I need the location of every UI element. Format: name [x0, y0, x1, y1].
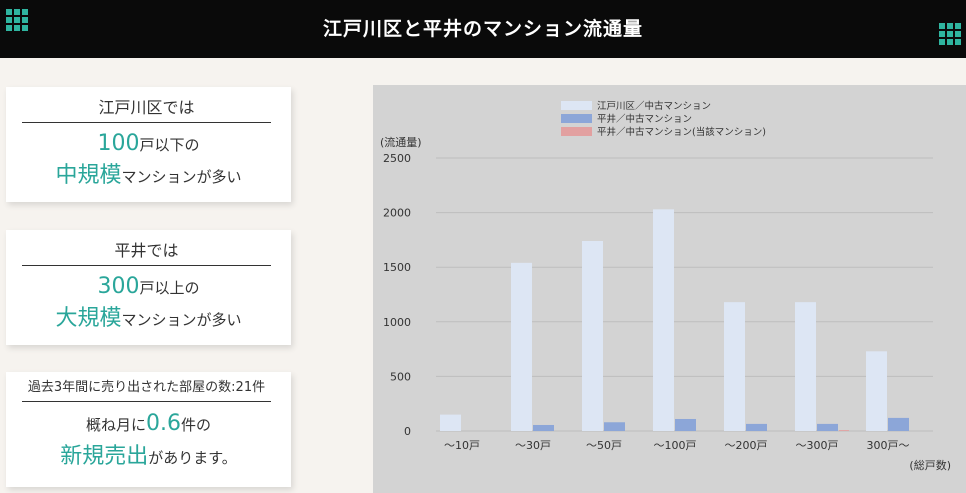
bar-edogawa — [866, 351, 887, 431]
legend-label: 江戸川区／中古マンション — [597, 100, 711, 112]
highlight-text: 中規模 — [55, 163, 122, 188]
bar-edogawa — [582, 240, 603, 431]
y-tick-label: 2000 — [383, 207, 411, 220]
summary-card-hirai: 平井では 300戸以上の 大規模マンションが多い — [6, 230, 291, 345]
legend-label: 平井／中古マンション — [597, 113, 692, 125]
grid-logo-icon — [6, 9, 28, 33]
summary-card-new-listings: 過去3年間に売り出された部屋の数:21件 概ね月に0.6件の 新規売出があります… — [6, 372, 291, 487]
bar-hirai — [604, 422, 625, 431]
chart-axes: (流通量) 0 500 1000 1500 2000 2500 ～10戸 ～30戸 ～50戸 ～10… — [380, 135, 951, 472]
y-tick-label: 500 — [390, 370, 411, 383]
bar-edogawa — [511, 262, 532, 431]
legend-label: 平井／中古マンション(当該マンション) — [597, 126, 766, 138]
bar-hirai-target — [839, 430, 849, 431]
highlight-number: 0.6 — [146, 411, 181, 436]
card-body: 概ね月に0.6件の 新規売出があります。 — [16, 408, 281, 474]
summary-card-edogawa: 江戸川区では 100戸以下の 中規模マンションが多い — [6, 87, 291, 202]
bar-hirai — [533, 424, 554, 431]
bar-edogawa — [724, 302, 745, 431]
bar-hirai — [888, 417, 909, 431]
legend-swatch — [561, 114, 592, 123]
bar-edogawa — [795, 302, 816, 431]
card-heading: 平井では — [22, 238, 271, 266]
chart-legend: 江戸川区／中古マンション平井／中古マンション平井／中古マンション(当該マンション… — [561, 100, 766, 138]
y-tick-label: 2500 — [383, 152, 411, 165]
chart-panel: 江戸川区／中古マンション 平井／中古マンション 平井／中古マンション(当該マンション… — [373, 85, 966, 493]
bar-hirai — [675, 418, 696, 431]
card-heading: 江戸川区では — [22, 95, 271, 123]
card-text: マンションが多い — [121, 311, 242, 329]
card-text: 件の — [181, 416, 212, 434]
y-tick-label: 1000 — [383, 316, 411, 329]
bar-hirai — [746, 423, 767, 431]
highlight-number: 300 — [97, 274, 140, 299]
header-bar: 江戸川区と平井のマンション流通量 — [0, 0, 966, 58]
x-tick-label: ～100戸 — [654, 439, 697, 452]
highlight-text: 大規模 — [55, 306, 122, 331]
x-tick-label: ～50戸 — [586, 439, 622, 452]
card-text: 概ね月に — [85, 416, 146, 434]
y-tick-label: 0 — [404, 425, 411, 438]
chart-grid — [436, 157, 933, 432]
card-body: 300戸以上の 大規模マンションが多い — [16, 272, 281, 336]
x-tick-label: ～10戸 — [444, 439, 480, 452]
highlight-text: 新規売出 — [60, 444, 149, 469]
card-text: 戸以上の — [139, 279, 200, 297]
x-tick-label: ～30戸 — [515, 439, 551, 452]
x-tick-label: ～300戸 — [796, 439, 839, 452]
y-axis-label: (流通量) — [380, 135, 422, 149]
x-tick-label: ～200戸 — [725, 439, 768, 452]
x-tick-label: 300戸～ — [867, 439, 910, 452]
bar-hirai — [817, 423, 838, 431]
y-tick-label: 1500 — [383, 261, 411, 274]
legend-swatch — [561, 101, 592, 110]
card-body: 100戸以下の 中規模マンションが多い — [16, 129, 281, 193]
card-text: 戸以下の — [139, 136, 200, 154]
bar-edogawa — [440, 414, 461, 431]
x-axis-label: (総戸数) — [909, 458, 951, 472]
card-text: があります。 — [148, 449, 237, 467]
bar-edogawa — [653, 209, 674, 431]
bar-chart: 江戸川区／中古マンション平井／中古マンション平井／中古マンション(当該マンション… — [380, 100, 951, 472]
grid-logo-icon — [939, 23, 961, 47]
page-title: 江戸川区と平井のマンション流通量 — [322, 18, 643, 40]
legend-swatch — [561, 127, 592, 136]
highlight-number: 100 — [97, 131, 140, 156]
card-text: マンションが多い — [121, 168, 242, 186]
card-heading: 過去3年間に売り出された部屋の数:21件 — [22, 376, 271, 402]
chart-bars — [440, 209, 909, 431]
